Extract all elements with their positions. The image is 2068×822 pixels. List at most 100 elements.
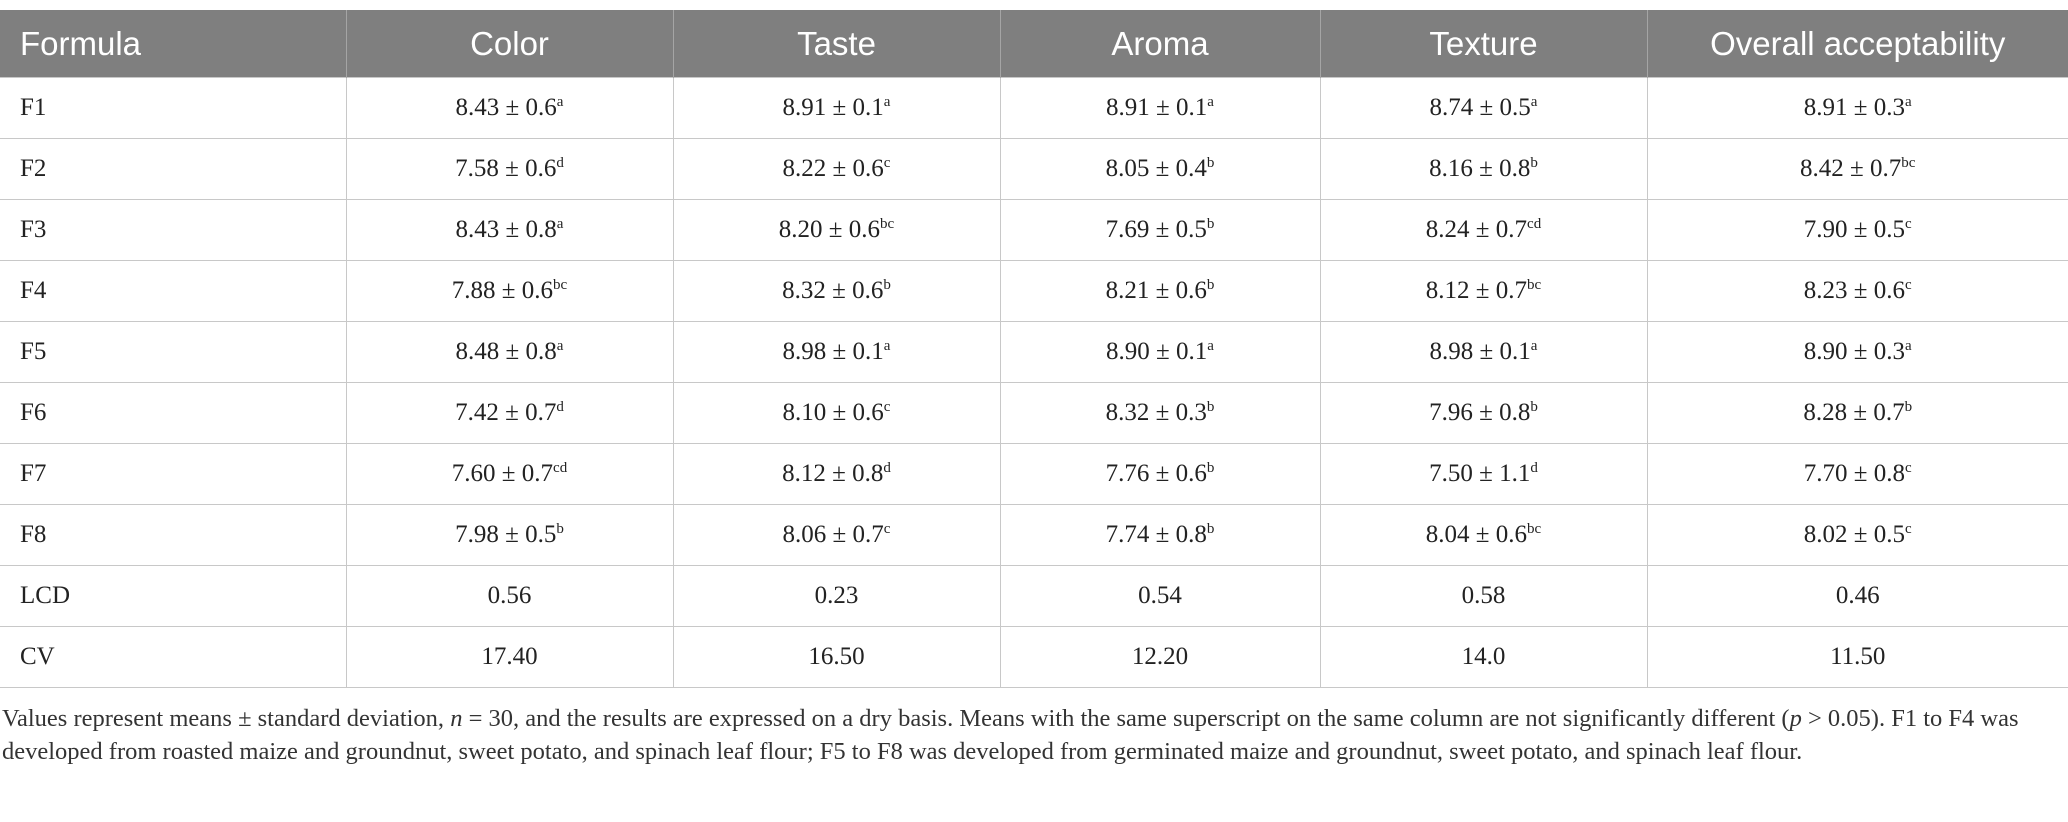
page: Formula Color Taste Aroma Texture Overall acc… [0, 10, 2068, 822]
cell-superscript: a [1207, 338, 1214, 354]
table-cell: 0.56 [345, 565, 674, 627]
row-label: F2 [0, 138, 347, 200]
cell-value: 8.91 ± 0.1 [1106, 94, 1208, 121]
cell-value: 7.90 ± 0.5 [1803, 216, 1906, 243]
table-cell: 8.12 ± 0.8d [672, 443, 1001, 505]
table-cell: 8.24 ± 0.7cd [1319, 199, 1648, 261]
row-label: CV [0, 626, 347, 688]
cell-value: 8.90 ± 0.1 [1106, 338, 1208, 365]
table-cell: 0.46 [1646, 565, 2068, 627]
cell-value: 8.91 ± 0.3 [1803, 94, 1906, 121]
table-cell: 8.02 ± 0.5c [1646, 504, 2068, 566]
header-cell: Taste [672, 10, 1000, 78]
cell-superscript: b [1530, 155, 1538, 171]
row-label: LCD [0, 565, 347, 627]
table-row: LCD 0.56 0.23 0.54 0.58 0.46 [0, 565, 2068, 627]
table-cell: 7.96 ± 0.8b [1319, 382, 1648, 444]
cell-value: 7.98 ± 0.5 [455, 521, 557, 548]
table-cell: 7.42 ± 0.7d [345, 382, 674, 444]
cell-superscript: a [883, 338, 891, 354]
cell-value: 8.21 ± 0.6 [1105, 277, 1207, 304]
table-cell: 7.50 ± 1.1d [1319, 443, 1648, 505]
cell-superscript: b [1206, 521, 1215, 537]
table-cell: 0.23 [672, 565, 1001, 627]
cell-value: 8.12 ± 0.7 [1425, 277, 1528, 304]
cell-superscript: a [1530, 94, 1538, 110]
table-cell: 8.10 ± 0.6c [672, 382, 1001, 444]
cell-superscript: c [1905, 277, 1912, 293]
table-cell: 8.05 ± 0.4b [999, 138, 1321, 200]
cell-superscript: a [1905, 94, 1912, 110]
footnote: Values represent means ± standard deviat… [0, 688, 2064, 768]
table-cell: 8.74 ± 0.5a [1319, 77, 1648, 139]
table-cell: 8.43 ± 0.8a [345, 199, 674, 261]
table-cell: 8.90 ± 0.1a [999, 321, 1321, 383]
table-cell: 8.32 ± 0.6b [672, 260, 1001, 322]
table-cell: 12.20 [999, 626, 1321, 688]
header-row: Formula Color Taste Aroma Texture Overall acc… [0, 10, 2068, 78]
table-cell: 8.16 ± 0.8b [1319, 138, 1648, 200]
cell-superscript: b [556, 521, 564, 537]
cell-superscript: b [1530, 399, 1538, 415]
row-label: F5 [0, 321, 347, 383]
cell-value: 8.32 ± 0.3 [1105, 399, 1207, 426]
cell-superscript: c [1905, 216, 1912, 232]
cell-value: 7.74 ± 0.8 [1105, 521, 1207, 548]
cell-superscript: a [1207, 94, 1214, 110]
cell-value: 8.16 ± 0.8 [1429, 155, 1531, 182]
table-cell: 7.90 ± 0.5c [1646, 199, 2068, 261]
cell-superscript: bc [1527, 521, 1542, 537]
table-cell: 7.98 ± 0.5b [345, 504, 674, 566]
cell-superscript: b [1206, 399, 1215, 415]
cell-value: 7.88 ± 0.6 [451, 277, 554, 304]
table-cell: 7.69 ± 0.5b [999, 199, 1321, 261]
row-label: F7 [0, 443, 347, 505]
row-label: F6 [0, 382, 347, 444]
table-cell: 8.43 ± 0.6a [345, 77, 674, 139]
table-cell: 7.70 ± 0.8c [1646, 443, 2068, 505]
table-cell: 7.60 ± 0.7cd [345, 443, 674, 505]
cell-value: 8.91 ± 0.1 [782, 94, 884, 121]
table-cell: 7.74 ± 0.8b [999, 504, 1321, 566]
header-cell: Aroma [999, 10, 1320, 78]
table-cell: 8.42 ± 0.7bc [1646, 138, 2068, 200]
cell-value: 8.24 ± 0.7 [1425, 216, 1528, 243]
cell-value: 8.05 ± 0.4 [1105, 155, 1207, 182]
table-row: F4 7.88 ± 0.6bc 8.32 ± 0.6b 8.21 ± 0.6b 8.12… [0, 260, 2068, 322]
cell-value: 8.02 ± 0.5 [1803, 521, 1906, 548]
cell-superscript: c [883, 521, 891, 537]
cell-value: 8.12 ± 0.8 [782, 460, 884, 487]
table-cell: 16.50 [672, 626, 1001, 688]
cell-superscript: b [883, 277, 891, 293]
cell-superscript: cd [1527, 216, 1542, 232]
table-cell: 8.22 ± 0.6c [672, 138, 1001, 200]
table-cell: 8.32 ± 0.3b [999, 382, 1321, 444]
cell-value: 8.98 ± 0.1 [1429, 338, 1531, 365]
cell-value: 8.04 ± 0.6 [1425, 521, 1528, 548]
cell-superscript: a [556, 338, 564, 354]
table-cell: 8.04 ± 0.6bc [1319, 504, 1648, 566]
cell-value: 8.43 ± 0.6 [455, 94, 557, 121]
cell-value: 7.96 ± 0.8 [1429, 399, 1531, 426]
cell-superscript: a [556, 94, 564, 110]
table-row: F3 8.43 ± 0.8a 8.20 ± 0.6bc 7.69 ± 0.5b 8.24… [0, 199, 2068, 261]
cell-superscript: c [883, 155, 891, 171]
table-cell: 0.54 [999, 565, 1321, 627]
cell-value: 8.74 ± 0.5 [1429, 94, 1531, 121]
data-table: Formula Color Taste Aroma Texture Overall acc… [0, 10, 2068, 688]
table-cell: 7.88 ± 0.6bc [345, 260, 674, 322]
cell-superscript: d [556, 399, 564, 415]
table-cell: 14.0 [1319, 626, 1648, 688]
cell-superscript: a [556, 216, 564, 232]
table-cell: 8.91 ± 0.3a [1646, 77, 2068, 139]
cell-superscript: c [883, 399, 891, 415]
table-cell: 8.98 ± 0.1a [672, 321, 1001, 383]
table-cell: 8.98 ± 0.1a [1319, 321, 1648, 383]
cell-value: 7.76 ± 0.6 [1105, 460, 1207, 487]
table-cell: 7.58 ± 0.6d [345, 138, 674, 200]
footnote-text: = 30, and the results are expressed on a… [462, 705, 1790, 732]
header-cell: Texture [1319, 10, 1647, 78]
table-row: CV 17.40 16.50 12.20 14.0 11.50 [0, 626, 2068, 688]
cell-value: 7.58 ± 0.6 [455, 155, 557, 182]
footnote-text: > 0.05). F1 to F4 was developed from roa… [2, 705, 2019, 765]
